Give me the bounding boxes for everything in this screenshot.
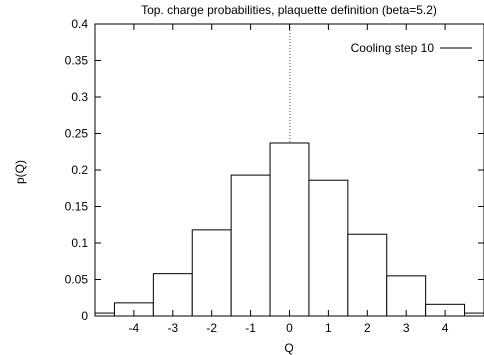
y-tick-label: 0.2 (71, 163, 88, 177)
y-tick-label: 0 (81, 309, 88, 323)
x-tick-label: 1 (325, 321, 332, 335)
legend-label: Cooling step 10 (351, 41, 435, 55)
x-tick-label: 3 (403, 321, 410, 335)
y-tick-label: 0.05 (65, 273, 89, 287)
y-tick-label: 0.4 (71, 17, 88, 31)
histogram-bar (386, 275, 427, 317)
x-tick-label: 2 (364, 321, 371, 335)
y-tick-label: 0.3 (71, 90, 88, 104)
x-tick-label: -2 (206, 321, 217, 335)
histogram-bar (269, 142, 310, 317)
y-tick-label: 0.35 (65, 54, 89, 68)
x-tick-label: -1 (245, 321, 256, 335)
histogram-bar (152, 273, 193, 317)
x-tick-label: -4 (129, 321, 140, 335)
histogram-bar (308, 179, 349, 317)
chart-title: Top. charge probabilities, plaquette def… (141, 3, 437, 17)
y-axis-label: p(Q) (13, 160, 27, 184)
x-axis-label: Q (284, 341, 293, 355)
x-tick-label: 0 (286, 321, 293, 335)
x-tick-label: -3 (167, 321, 178, 335)
y-tick-label: 0.1 (71, 236, 88, 250)
plot-area: 0 0.05 0.1 0.15 0.2 0.25 0.3 0.35 0.4 -4 -3 -2 -1 0 1… (65, 17, 484, 335)
x-tick-label: 4 (442, 321, 449, 335)
histogram-bar (230, 174, 271, 317)
histogram-bar (347, 233, 388, 317)
histogram-bar (191, 229, 232, 317)
y-tick-label: 0.25 (65, 127, 89, 141)
y-tick-label: 0.15 (65, 200, 89, 214)
legend: Cooling step 10 (351, 41, 472, 55)
